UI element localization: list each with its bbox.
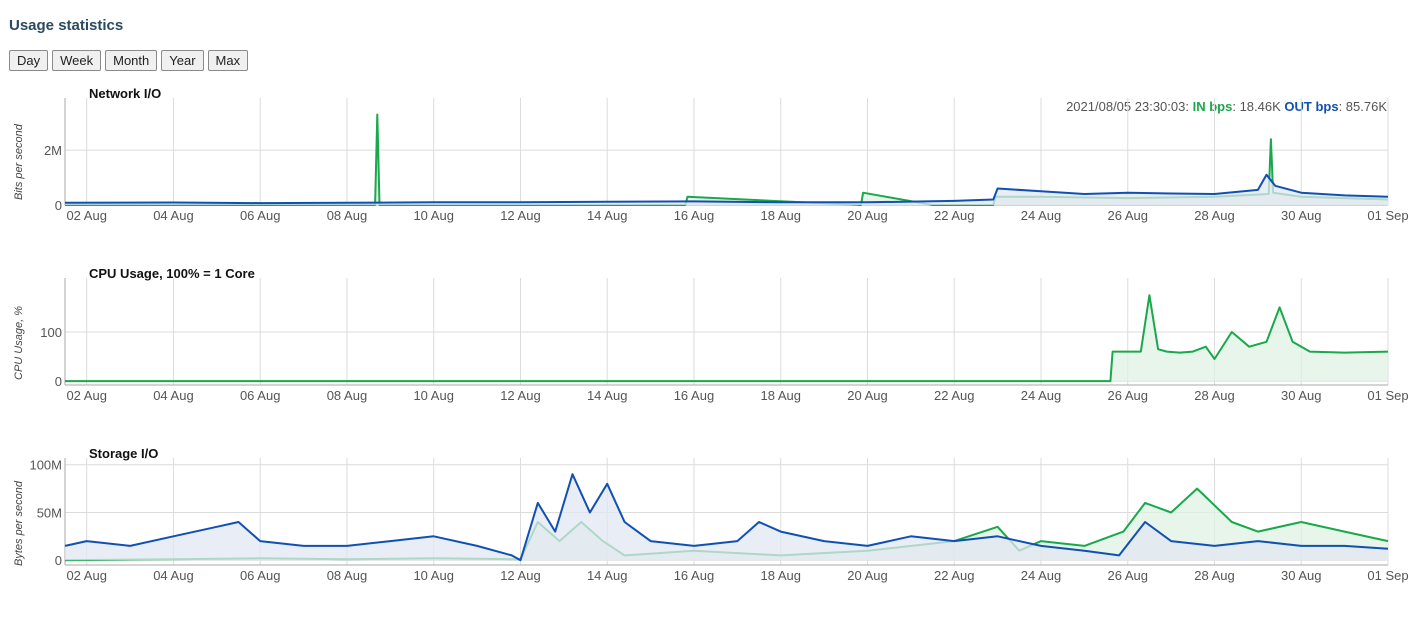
- x-tick-label: 02 Aug: [66, 568, 107, 583]
- x-tick-label: 14 Aug: [587, 388, 628, 403]
- x-tick-label: 04 Aug: [153, 388, 194, 403]
- x-tick-label: 18 Aug: [760, 568, 801, 583]
- storage-y-axis-label: Bytes per second: [13, 480, 25, 566]
- y-tick-label: 0: [55, 198, 62, 213]
- x-tick-label: 22 Aug: [934, 208, 975, 223]
- x-tick-label: 06 Aug: [240, 568, 281, 583]
- x-tick-label: 04 Aug: [153, 208, 194, 223]
- y-tick-label: 100: [40, 325, 62, 340]
- legend-out-label: OUT bps: [1284, 99, 1338, 114]
- cpu-y-axis-label: CPU Usage, %: [13, 306, 25, 380]
- series-area: [65, 295, 1388, 382]
- storage-io-chart: Storage I/O Bytes per second 0 50M 100M 02 …: [13, 446, 1409, 583]
- range-year-button[interactable]: Year: [161, 50, 204, 71]
- x-tick-label: 28 Aug: [1194, 568, 1235, 583]
- x-tick-label: 30 Aug: [1281, 208, 1322, 223]
- x-tick-label: 28 Aug: [1194, 208, 1235, 223]
- x-tick-label: 06 Aug: [240, 388, 281, 403]
- x-tick-label: 28 Aug: [1194, 388, 1235, 403]
- network-legend: 2021/08/05 23:30:03: IN bps: 18.46K OUT …: [1066, 99, 1387, 114]
- range-month-button[interactable]: Month: [105, 50, 158, 71]
- x-tick-label: 16 Aug: [674, 388, 715, 403]
- y-tick-label: 100M: [29, 458, 62, 473]
- x-tick-label: 20 Aug: [847, 388, 888, 403]
- page-title: Usage statistics: [9, 17, 124, 34]
- x-tick-label: 08 Aug: [327, 388, 368, 403]
- series-area: [65, 114, 1388, 205]
- x-tick-label: 16 Aug: [674, 568, 715, 583]
- x-tick-label: 20 Aug: [847, 568, 888, 583]
- x-tick-label: 12 Aug: [500, 208, 541, 223]
- series-line: [64, 173, 1389, 205]
- x-tick-label: 10 Aug: [413, 388, 454, 403]
- x-tick-label: 04 Aug: [153, 568, 194, 583]
- cpu-chart-title: CPU Usage, 100% = 1 Core: [89, 266, 255, 281]
- network-chart-title: Network I/O: [89, 86, 161, 101]
- range-button-bar: Day Week Month Year Max: [9, 50, 249, 71]
- x-tick-label: 22 Aug: [934, 388, 975, 403]
- x-tick-label: 26 Aug: [1107, 208, 1148, 223]
- x-tick-label: 30 Aug: [1281, 388, 1322, 403]
- x-tick-label: 02 Aug: [66, 208, 107, 223]
- x-tick-label: 01 Sep: [1367, 388, 1408, 403]
- y-tick-label: 0: [55, 374, 62, 389]
- legend-in-label: IN bps: [1193, 99, 1233, 114]
- series-area: [65, 174, 1388, 205]
- x-tick-label: 22 Aug: [934, 568, 975, 583]
- x-tick-label: 01 Sep: [1367, 568, 1408, 583]
- x-tick-label: 24 Aug: [1021, 388, 1062, 403]
- x-tick-label: 08 Aug: [327, 208, 368, 223]
- x-tick-label: 16 Aug: [674, 208, 715, 223]
- y-tick-label: 0: [55, 553, 62, 568]
- storage-chart-title: Storage I/O: [89, 446, 158, 461]
- x-tick-label: 20 Aug: [847, 208, 888, 223]
- range-max-button[interactable]: Max: [207, 50, 249, 71]
- x-tick-label: 26 Aug: [1107, 388, 1148, 403]
- legend-in-value: 18.46K: [1240, 99, 1282, 114]
- x-tick-label: 08 Aug: [327, 568, 368, 583]
- y-tick-label: 50M: [37, 505, 62, 520]
- x-tick-label: 14 Aug: [587, 208, 628, 223]
- network-io-chart: Network I/O Bits per second 2021/08/05 2…: [13, 86, 1409, 223]
- x-tick-label: 30 Aug: [1281, 568, 1322, 583]
- x-tick-label: 01 Sep: [1367, 208, 1408, 223]
- x-tick-label: 14 Aug: [587, 568, 628, 583]
- cpu-usage-chart: CPU Usage, 100% = 1 Core CPU Usage, % 01…: [13, 266, 1409, 403]
- x-tick-label: 24 Aug: [1021, 208, 1062, 223]
- x-tick-label: 12 Aug: [500, 568, 541, 583]
- x-tick-label: 10 Aug: [413, 568, 454, 583]
- range-week-button[interactable]: Week: [52, 50, 102, 71]
- series-line: [65, 294, 1389, 383]
- x-tick-label: 18 Aug: [760, 388, 801, 403]
- legend-timestamp: 2021/08/05 23:30:03: [1066, 99, 1185, 114]
- series-line: [64, 473, 1389, 562]
- network-y-axis-label: Bits per second: [13, 123, 25, 200]
- x-tick-label: 24 Aug: [1021, 568, 1062, 583]
- x-tick-label: 12 Aug: [500, 388, 541, 403]
- x-tick-label: 06 Aug: [240, 208, 281, 223]
- legend-out-value: 85.76K: [1346, 99, 1388, 114]
- series-line: [65, 113, 1389, 206]
- x-tick-label: 10 Aug: [413, 208, 454, 223]
- x-tick-label: 18 Aug: [760, 208, 801, 223]
- range-day-button[interactable]: Day: [9, 50, 49, 71]
- x-tick-label: 02 Aug: [66, 388, 107, 403]
- x-tick-label: 26 Aug: [1107, 568, 1148, 583]
- y-tick-label: 2M: [44, 143, 62, 158]
